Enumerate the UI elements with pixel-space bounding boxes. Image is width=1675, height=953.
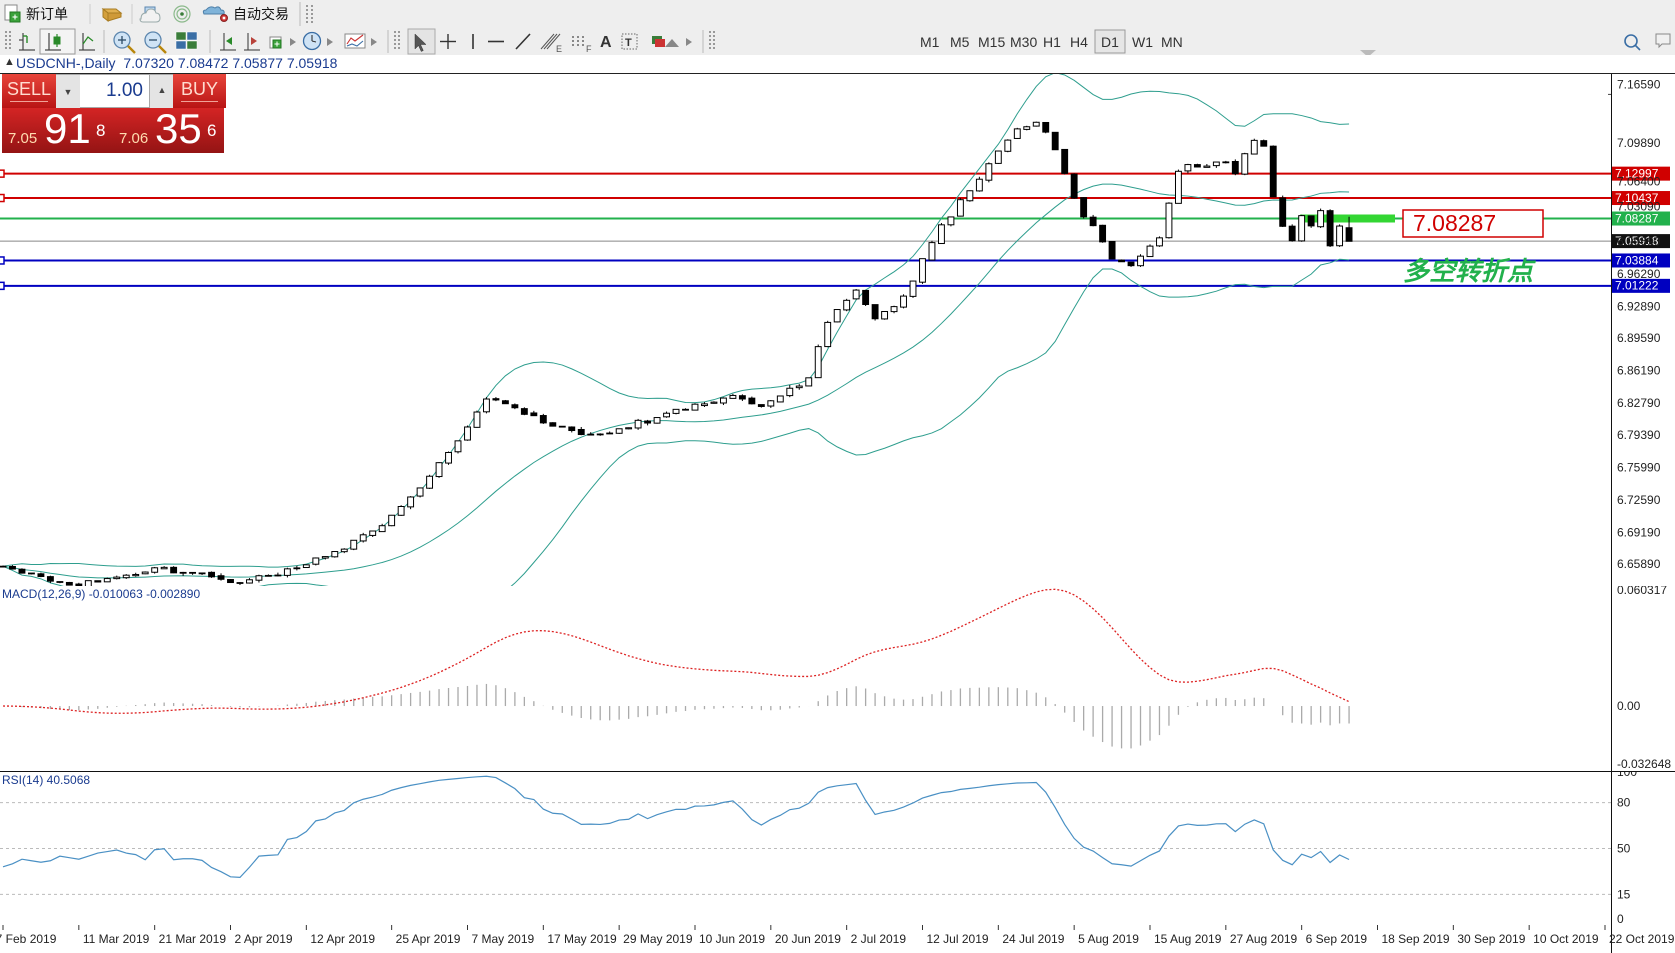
svg-text:10 Oct 2019: 10 Oct 2019 — [1533, 932, 1599, 946]
svg-text:17 May 2019: 17 May 2019 — [547, 932, 617, 946]
svg-text:27 Aug 2019: 27 Aug 2019 — [1230, 932, 1298, 946]
svg-text:W1: W1 — [1132, 34, 1153, 50]
svg-text:6.99690: 6.99690 — [1617, 235, 1661, 249]
svg-text:MN: MN — [1161, 34, 1183, 50]
svg-text:E: E — [556, 44, 562, 54]
svg-text:0.060317: 0.060317 — [1617, 586, 1667, 597]
svg-text:6.65890: 6.65890 — [1617, 557, 1661, 571]
svg-text:2 Apr 2019: 2 Apr 2019 — [235, 932, 293, 946]
svg-text:-0.032648: -0.032648 — [1617, 757, 1671, 771]
svg-text:H1: H1 — [1043, 34, 1061, 50]
svg-text:自动交易: 自动交易 — [233, 6, 289, 22]
svg-text:T: T — [625, 37, 632, 49]
svg-text:M30: M30 — [1010, 34, 1037, 50]
svg-text:5 Aug 2019: 5 Aug 2019 — [1078, 932, 1139, 946]
svg-text:7 May 2019: 7 May 2019 — [471, 932, 534, 946]
svg-text:0: 0 — [1617, 912, 1624, 925]
svg-text:30 Sep 2019: 30 Sep 2019 — [1457, 932, 1525, 946]
svg-text:M1: M1 — [920, 34, 940, 50]
svg-text:12 Jul 2019: 12 Jul 2019 — [926, 932, 988, 946]
svg-text:6.96290: 6.96290 — [1617, 267, 1661, 281]
svg-text:11 Mar 2019: 11 Mar 2019 — [83, 932, 150, 946]
svg-text:6.72590: 6.72590 — [1617, 493, 1661, 507]
svg-text:F: F — [586, 44, 592, 54]
svg-text:18 Sep 2019: 18 Sep 2019 — [1382, 932, 1450, 946]
svg-text:80: 80 — [1617, 796, 1631, 810]
svg-text:6.82790: 6.82790 — [1617, 396, 1661, 410]
svg-text:12 Apr 2019: 12 Apr 2019 — [310, 932, 375, 946]
svg-text:7.16590: 7.16590 — [1617, 77, 1661, 91]
svg-text:6.75990: 6.75990 — [1617, 461, 1661, 475]
svg-text:15 Aug 2019: 15 Aug 2019 — [1154, 932, 1222, 946]
svg-text:7.09890: 7.09890 — [1617, 136, 1661, 150]
svg-text:M5: M5 — [950, 34, 970, 50]
svg-text:0.00: 0.00 — [1617, 699, 1641, 713]
svg-text:M15: M15 — [978, 34, 1005, 50]
svg-text:A: A — [600, 34, 612, 51]
svg-text:6.86190: 6.86190 — [1617, 363, 1661, 377]
svg-text:27 Feb 2019: 27 Feb 2019 — [0, 932, 57, 946]
svg-text:15: 15 — [1617, 887, 1631, 901]
svg-text:22 Oct 2019: 22 Oct 2019 — [1609, 932, 1675, 946]
svg-text:H4: H4 — [1070, 34, 1088, 50]
svg-text:100: 100 — [1617, 772, 1637, 779]
svg-text:新订单: 新订单 — [26, 6, 68, 22]
svg-text:6.92890: 6.92890 — [1617, 300, 1661, 314]
svg-text:24 Jul 2019: 24 Jul 2019 — [1002, 932, 1064, 946]
svg-text:25 Apr 2019: 25 Apr 2019 — [396, 932, 461, 946]
svg-text:D1: D1 — [1101, 34, 1119, 50]
svg-text:6 Sep 2019: 6 Sep 2019 — [1306, 932, 1368, 946]
svg-text:50: 50 — [1617, 842, 1631, 856]
svg-text:20 Jun 2019: 20 Jun 2019 — [775, 932, 841, 946]
svg-text:6.79390: 6.79390 — [1617, 428, 1661, 442]
svg-text:2 Jul 2019: 2 Jul 2019 — [851, 932, 907, 946]
svg-text:7.06400: 7.06400 — [1617, 175, 1661, 189]
svg-text:21 Mar 2019: 21 Mar 2019 — [159, 932, 227, 946]
svg-text:29 May 2019: 29 May 2019 — [623, 932, 693, 946]
svg-text:7.03090: 7.03090 — [1617, 199, 1661, 213]
svg-text:6.69190: 6.69190 — [1617, 525, 1661, 539]
svg-text:10 Jun 2019: 10 Jun 2019 — [699, 932, 765, 946]
svg-text:6.89590: 6.89590 — [1617, 331, 1661, 345]
